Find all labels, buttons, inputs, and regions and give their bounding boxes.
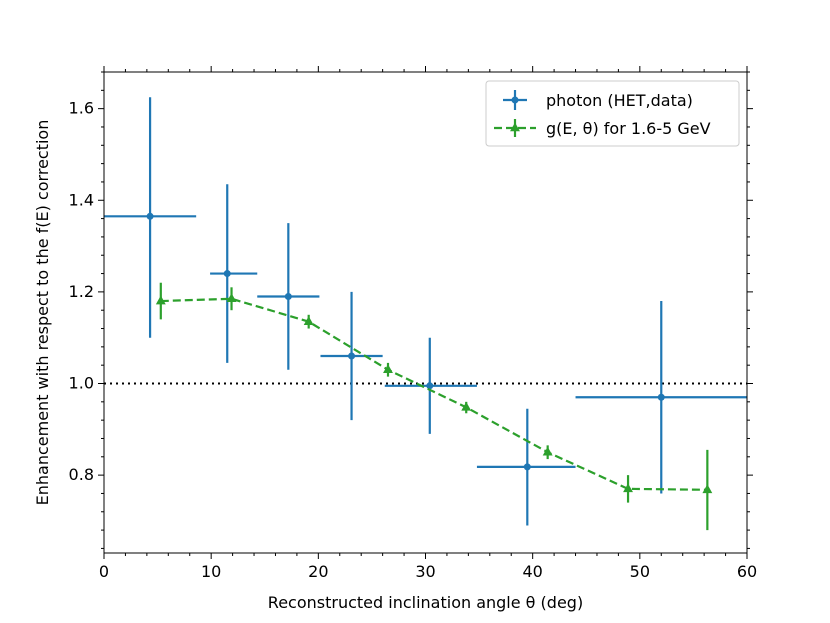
legend-marker-photon <box>503 90 527 110</box>
data-point <box>523 463 531 471</box>
data-point <box>623 483 633 493</box>
data-point <box>284 292 292 300</box>
data-point <box>542 446 553 456</box>
y-tick-label: 1.0 <box>69 374 94 393</box>
series-photon <box>104 97 747 526</box>
data-point <box>348 352 356 360</box>
y-tick-label: 0.8 <box>69 465 94 484</box>
x-tick-label: 50 <box>630 562 650 581</box>
data-point <box>461 401 472 411</box>
axis-ticks: 0 10 20 30 40 50 60 0.8 1.0 1.2 1.4 1.6 <box>69 66 757 581</box>
y-axis-label: Enhancement with respect to the f(E) cor… <box>33 120 52 506</box>
x-tick-label: 30 <box>415 562 435 581</box>
x-tick-label: 20 <box>308 562 328 581</box>
y-tick-label: 1.2 <box>69 282 94 301</box>
data-point <box>657 393 665 401</box>
legend-label-photon: photon (HET,data) <box>546 91 693 110</box>
data-point <box>702 484 713 494</box>
x-tick-label: 40 <box>522 562 542 581</box>
legend: photon (HET,data) g(E, θ) for 1.6-5 GeV <box>485 80 740 147</box>
plot-area <box>104 97 747 531</box>
data-point <box>383 364 393 374</box>
data-point <box>426 382 434 390</box>
legend-triangle <box>510 122 520 132</box>
x-tick-label: 10 <box>201 562 221 581</box>
series-line <box>160 297 708 491</box>
data-point <box>303 316 314 325</box>
y-tick-label: 1.4 <box>69 190 94 209</box>
series-g <box>155 282 713 531</box>
legend-dot <box>511 96 519 104</box>
data-point <box>223 270 231 278</box>
legend-marker-g <box>494 119 536 137</box>
x-tick-label: 0 <box>99 562 109 581</box>
data-point <box>226 293 237 303</box>
legend-label-g: g(E, θ) for 1.6-5 GeV <box>546 119 711 138</box>
data-point <box>155 295 166 305</box>
legend-box <box>485 80 740 147</box>
x-tick-label: 60 <box>737 562 757 581</box>
data-point <box>146 212 154 220</box>
x-axis-label: Reconstructed inclination angle θ (deg) <box>268 593 583 612</box>
y-tick-label: 1.6 <box>69 99 94 118</box>
